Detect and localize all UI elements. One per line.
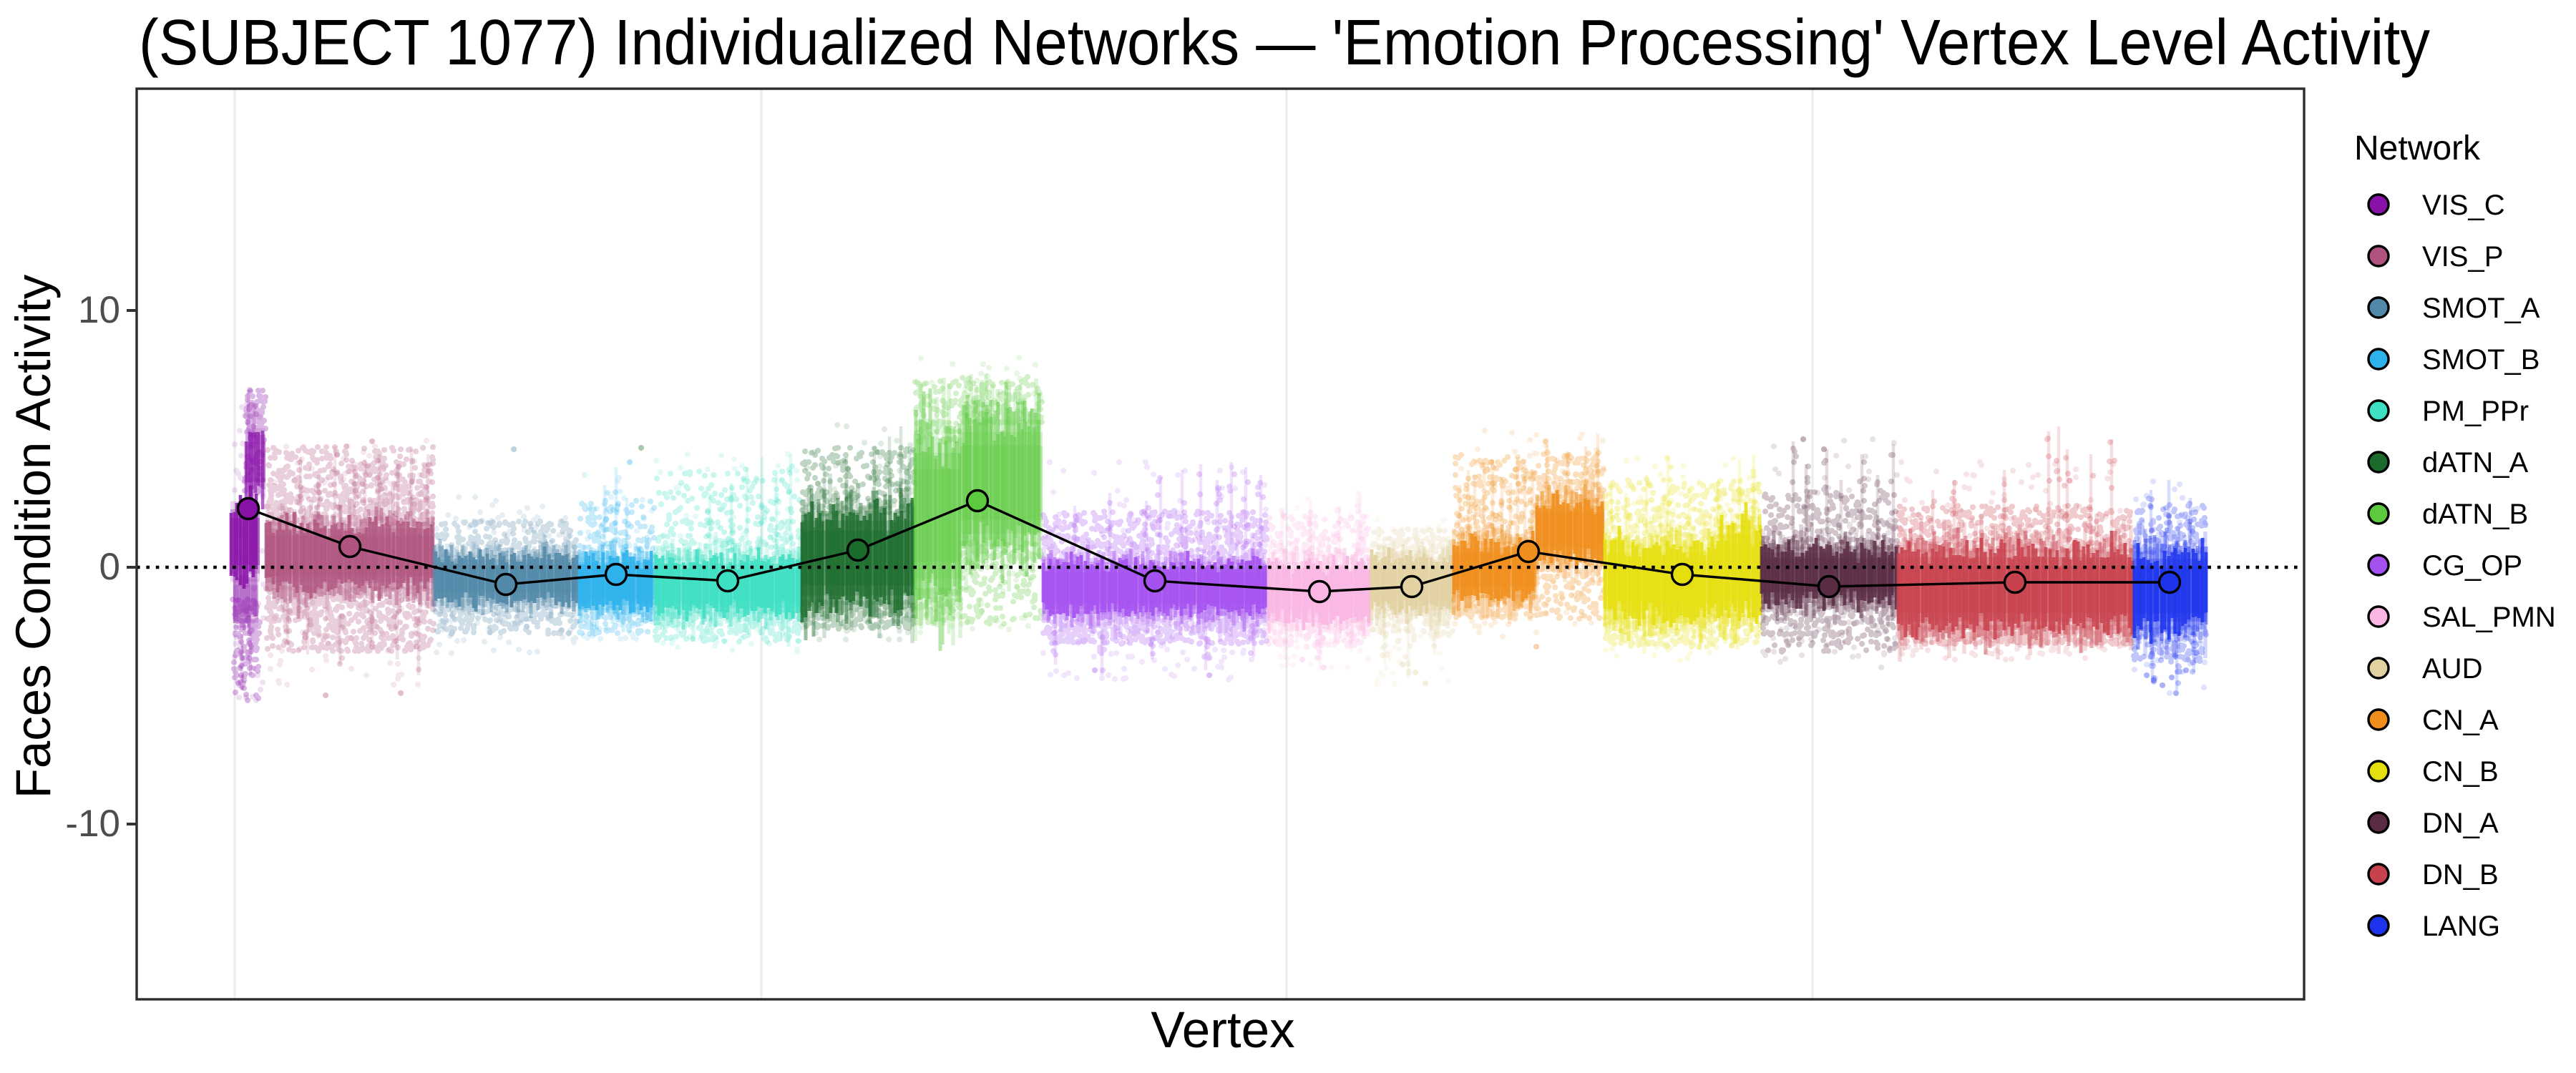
svg-text:VIS_P: VIS_P	[2422, 241, 2503, 273]
svg-text:dATN_A: dATN_A	[2422, 447, 2529, 479]
svg-text:LANG: LANG	[2422, 911, 2500, 942]
svg-text:CG_OP: CG_OP	[2422, 550, 2522, 582]
svg-text:Faces Condition Activity: Faces Condition Activity	[6, 274, 61, 798]
svg-text:AUD: AUD	[2422, 653, 2482, 685]
svg-text:CN_A: CN_A	[2422, 705, 2499, 736]
svg-text:dATN_B: dATN_B	[2422, 499, 2528, 530]
svg-text:0: 0	[99, 546, 120, 588]
svg-text:-10: -10	[65, 803, 120, 845]
svg-text:(SUBJECT 1077) Individualized: (SUBJECT 1077) Individualized Networks —…	[139, 7, 2430, 79]
svg-text:SAL_PMN: SAL_PMN	[2422, 602, 2556, 633]
svg-text:SMOT_B: SMOT_B	[2422, 344, 2540, 376]
svg-text:PM_PPr: PM_PPr	[2422, 396, 2529, 427]
svg-text:10: 10	[78, 289, 120, 331]
svg-text:Vertex: Vertex	[1151, 1002, 1294, 1059]
svg-text:VIS_C: VIS_C	[2422, 190, 2505, 221]
svg-text:SMOT_A: SMOT_A	[2422, 293, 2540, 324]
svg-text:DN_B: DN_B	[2422, 859, 2499, 891]
svg-text:CN_B: CN_B	[2422, 756, 2499, 788]
svg-text:DN_A: DN_A	[2422, 808, 2499, 839]
svg-text:Network: Network	[2354, 129, 2481, 167]
